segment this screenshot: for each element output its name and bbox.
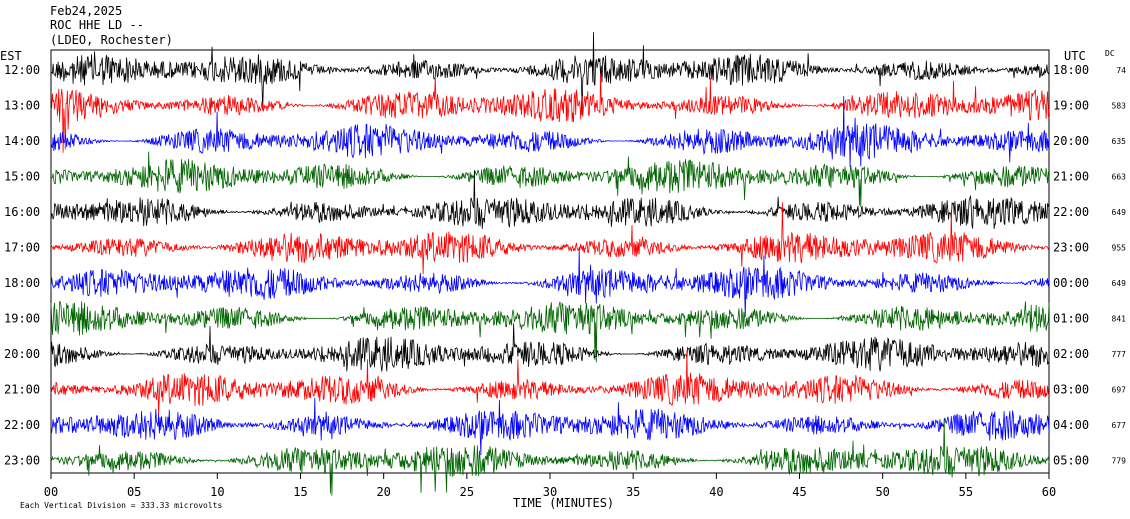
utc-label: 03:00 xyxy=(1053,383,1089,397)
dc-label: 955 xyxy=(1112,244,1127,253)
utc-label: 00:00 xyxy=(1053,276,1089,290)
utc-label: 01:00 xyxy=(1053,312,1089,326)
utc-axis-title: UTC xyxy=(1064,49,1086,63)
plot-frame xyxy=(50,49,1050,474)
est-label: 16:00 xyxy=(4,205,40,219)
est-label: 21:00 xyxy=(4,383,40,397)
est-label: 15:00 xyxy=(4,170,40,184)
seismic-traces xyxy=(50,32,1050,496)
dc-label: 74 xyxy=(1116,66,1126,75)
est-label: 17:00 xyxy=(4,241,40,255)
trace-1300 xyxy=(50,72,1050,153)
x-axis-label: TIME (MINUTES) xyxy=(513,496,614,510)
trace-2300 xyxy=(50,418,1050,496)
x-tick-label: 35 xyxy=(626,485,640,499)
x-tick-label: 55 xyxy=(959,485,973,499)
x-tick-label: 60 xyxy=(1042,485,1056,499)
trace-1800 xyxy=(50,248,1050,318)
network-label: (LDEO, Rochester) xyxy=(50,33,173,47)
est-label: 12:00 xyxy=(4,63,40,77)
x-tick-label: 30 xyxy=(543,485,557,499)
est-label: 22:00 xyxy=(4,418,40,432)
x-axis-ticks: 00 05 10 15 20 25 30 35 40 45 50 55 60 xyxy=(44,473,1056,499)
est-label: 19:00 xyxy=(4,312,40,326)
x-tick-label: 40 xyxy=(709,485,723,499)
x-tick-label: 45 xyxy=(792,485,806,499)
est-label: 20:00 xyxy=(4,347,40,361)
x-tick-label: 10 xyxy=(210,485,224,499)
utc-label: 21:00 xyxy=(1053,170,1089,184)
dc-offset-labels: 74 583 635 663 649 955 649 841 777 697 677 779 xyxy=(1112,66,1127,466)
utc-label: 19:00 xyxy=(1053,99,1089,113)
footer-note: Each Vertical Division = 333.33 microvol… xyxy=(20,501,222,510)
station-label: ROC HHE LD -- xyxy=(50,18,144,32)
trace-1200 xyxy=(50,32,1050,115)
x-tick-label: 25 xyxy=(460,485,474,499)
x-tick-label: 20 xyxy=(376,485,390,499)
utc-label: 23:00 xyxy=(1053,241,1089,255)
dc-label: 841 xyxy=(1112,315,1127,324)
est-label: 14:00 xyxy=(4,134,40,148)
trace-1500 xyxy=(50,151,1050,208)
utc-label: 20:00 xyxy=(1053,134,1089,148)
trace-1600 xyxy=(50,170,1050,229)
date-label: Feb24,2025 xyxy=(50,4,123,18)
utc-label: 18:00 xyxy=(1053,63,1089,77)
est-label: 13:00 xyxy=(4,99,40,113)
dc-label: 635 xyxy=(1112,137,1127,146)
dc-label: 649 xyxy=(1112,279,1127,288)
x-tick-label: 15 xyxy=(293,485,307,499)
est-label: 23:00 xyxy=(4,454,40,468)
trace-2100 xyxy=(50,350,1050,416)
dc-label: 677 xyxy=(1112,421,1127,430)
trace-1900 xyxy=(50,300,1050,363)
utc-label: 05:00 xyxy=(1053,454,1089,468)
utc-time-labels: 18:00 19:00 20:00 21:00 22:00 23:00 00:00 01:00… xyxy=(1053,63,1089,468)
dc-label: 663 xyxy=(1112,173,1127,182)
trace-2200 xyxy=(50,397,1050,456)
dc-axis-title: DC xyxy=(1105,49,1115,58)
trace-2000 xyxy=(50,323,1050,372)
x-tick-label: 00 xyxy=(44,485,58,499)
x-tick-label: 05 xyxy=(127,485,141,499)
utc-label: 22:00 xyxy=(1053,205,1089,219)
est-time-labels: 12:00 13:00 14:00 15:00 16:00 17:00 18:00 19:00… xyxy=(4,63,40,468)
utc-label: 02:00 xyxy=(1053,347,1089,361)
est-label: 18:00 xyxy=(4,276,40,290)
x-tick-label: 50 xyxy=(875,485,889,499)
utc-label: 04:00 xyxy=(1053,418,1089,432)
est-axis-title: EST xyxy=(0,49,22,63)
trace-1700 xyxy=(50,202,1050,275)
dc-label: 697 xyxy=(1112,386,1127,395)
dc-label: 779 xyxy=(1112,457,1127,466)
dc-label: 649 xyxy=(1112,208,1127,217)
dc-label: 777 xyxy=(1112,350,1127,359)
trace-1400 xyxy=(50,96,1050,168)
dc-label: 583 xyxy=(1112,102,1127,111)
